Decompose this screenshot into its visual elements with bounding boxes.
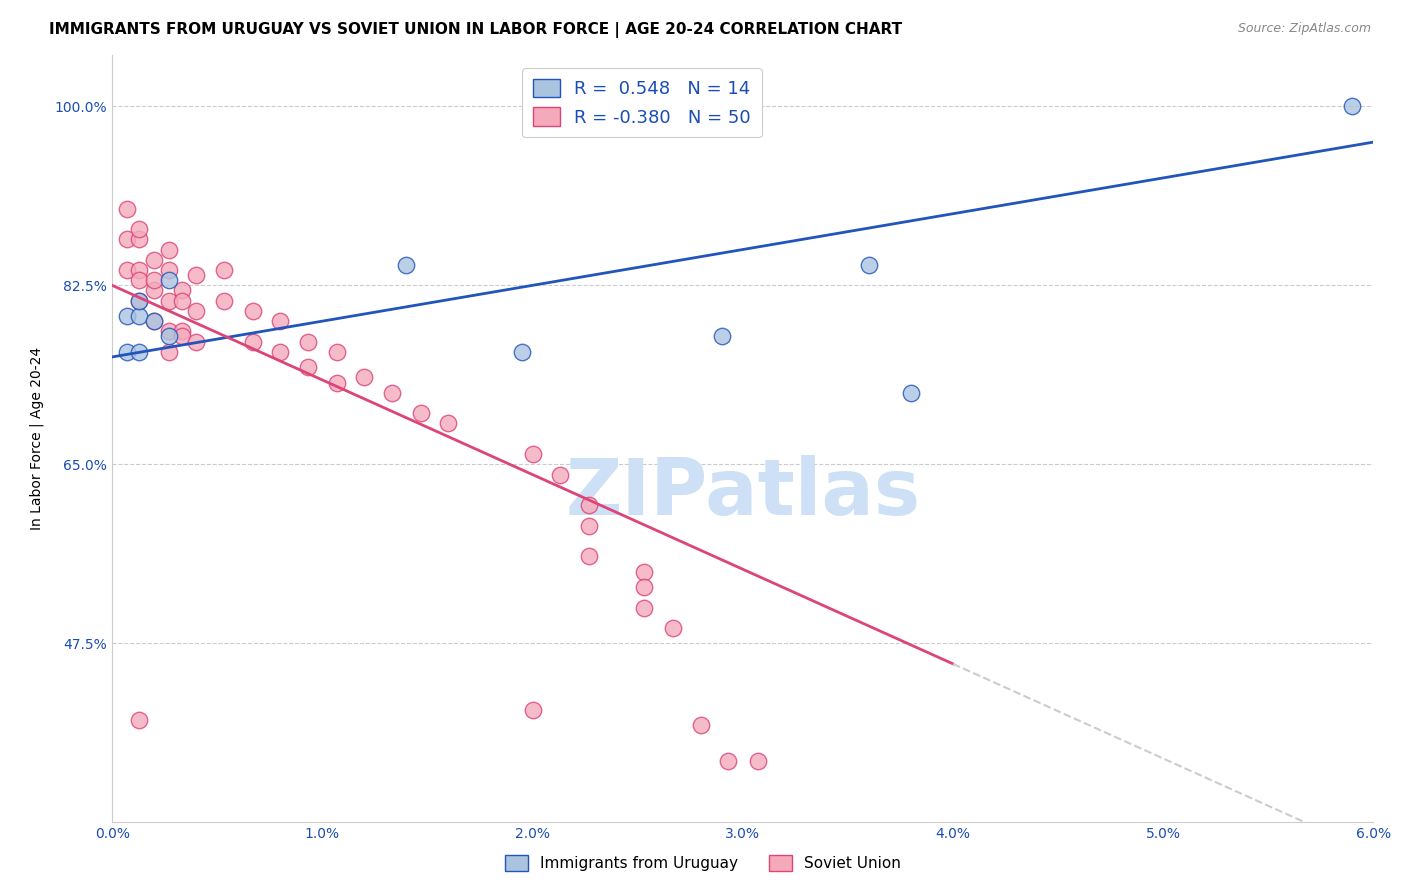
Point (128, 309, 150, 323)
Text: ZIPatlas: ZIPatlas (565, 455, 921, 531)
Point (633, 565, 655, 579)
Legend: R =  0.548   N = 14, R = -0.380   N = 50: R = 0.548 N = 14, R = -0.380 N = 50 (522, 68, 762, 137)
Point (115, 263, 138, 277)
Point (143, 314, 166, 328)
Point (242, 304, 264, 318)
Point (157, 324, 180, 338)
Point (128, 344, 150, 359)
Point (143, 273, 166, 287)
Point (115, 232, 138, 246)
Point (900, 385, 922, 400)
Legend: Immigrants from Uruguay, Soviet Union: Immigrants from Uruguay, Soviet Union (499, 849, 907, 877)
Point (128, 273, 150, 287)
Point (522, 447, 544, 461)
Point (548, 467, 571, 482)
Point (395, 258, 418, 272)
Point (128, 293, 150, 308)
Point (578, 498, 600, 512)
Point (689, 718, 711, 732)
Point (115, 202, 138, 216)
Point (353, 370, 375, 384)
Point (128, 263, 150, 277)
Point (326, 344, 349, 359)
Point (170, 329, 193, 343)
Text: IMMIGRANTS FROM URUGUAY VS SOVIET UNION IN LABOR FORCE | AGE 20-24 CORRELATION C: IMMIGRANTS FROM URUGUAY VS SOVIET UNION … (49, 22, 903, 38)
Point (717, 754, 740, 768)
Point (242, 334, 264, 349)
Point (858, 258, 880, 272)
Point (411, 406, 433, 420)
Point (128, 713, 150, 727)
Point (633, 580, 655, 594)
Point (269, 344, 291, 359)
Point (157, 243, 180, 257)
Point (710, 329, 733, 343)
Point (157, 344, 180, 359)
Y-axis label: In Labor Force | Age 20-24: In Labor Force | Age 20-24 (30, 347, 44, 531)
Point (326, 376, 349, 390)
Point (437, 417, 460, 431)
Point (662, 621, 685, 635)
Point (578, 518, 600, 533)
Point (269, 314, 291, 328)
Point (522, 703, 544, 717)
Point (157, 329, 180, 343)
Text: Source: ZipAtlas.com: Source: ZipAtlas.com (1237, 22, 1371, 36)
Point (170, 324, 193, 338)
Point (212, 293, 235, 308)
Point (1341, 99, 1364, 113)
Point (186, 268, 208, 282)
Point (128, 232, 150, 246)
Point (170, 284, 193, 298)
Point (578, 549, 600, 564)
Point (381, 385, 404, 400)
Point (186, 334, 208, 349)
Point (128, 293, 150, 308)
Point (143, 284, 166, 298)
Point (128, 222, 150, 236)
Point (157, 263, 180, 277)
Point (115, 309, 138, 323)
Point (157, 273, 180, 287)
Point (633, 600, 655, 615)
Point (297, 360, 319, 375)
Point (115, 344, 138, 359)
Point (747, 754, 769, 768)
Point (143, 314, 166, 328)
Point (212, 263, 235, 277)
Point (170, 293, 193, 308)
Point (186, 304, 208, 318)
Point (157, 293, 180, 308)
Point (510, 344, 533, 359)
Point (297, 334, 319, 349)
Point (143, 252, 166, 267)
